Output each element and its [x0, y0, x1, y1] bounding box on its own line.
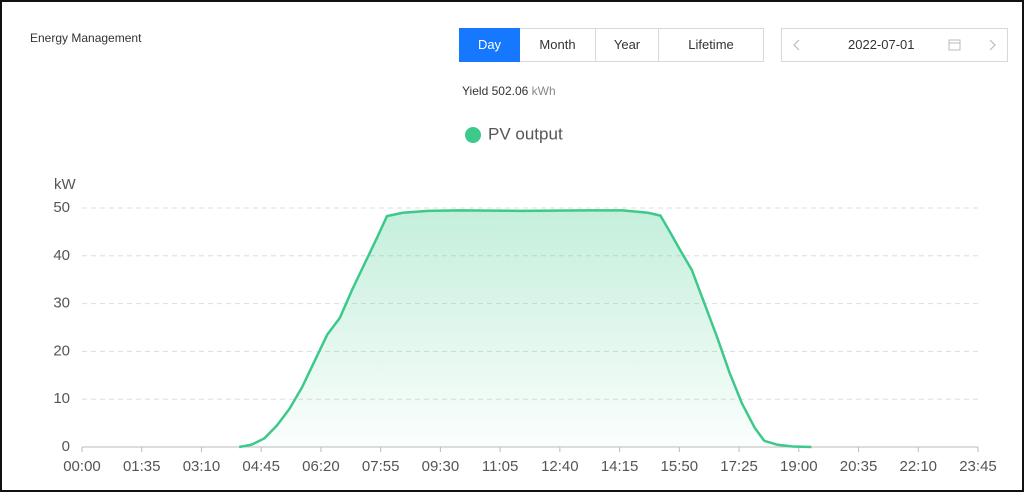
tab[interactable]: Year: [595, 28, 659, 62]
prev-arrow[interactable]: [793, 39, 800, 51]
x-tick-label: 20:35: [840, 458, 878, 475]
x-tick-label: 19:00: [780, 458, 818, 475]
x-tick-label: 03:10: [183, 458, 221, 475]
x-tick-label: 23:45: [959, 458, 997, 475]
legend-label: PV output: [488, 124, 563, 143]
y-tick-label: 0: [62, 438, 70, 455]
x-tick-label: 06:20: [302, 458, 340, 475]
y-tick-label: 20: [53, 342, 70, 359]
yield: Yield 502.06 kWh: [462, 84, 556, 98]
y-tick-label: 30: [53, 295, 70, 312]
x-tick-label: 14:15: [601, 458, 639, 475]
next-arrow[interactable]: [989, 39, 996, 51]
yield-label: Yield: [462, 84, 489, 98]
x-tick-label: 04:45: [242, 458, 280, 475]
panel-title: Energy Management: [30, 31, 142, 45]
tab[interactable]: Lifetime: [658, 28, 764, 62]
x-tick-label: 22:10: [899, 458, 937, 475]
series-line: [238, 209, 812, 449]
yield-value: 502.06: [491, 84, 529, 98]
x-tick-label: 17:25: [720, 458, 758, 475]
legend-swatch: [465, 127, 481, 143]
picker-icons: [793, 39, 996, 51]
x-tick-label: 07:55: [362, 458, 400, 475]
x-tick-label: 11:05: [482, 458, 518, 475]
date-picker[interactable]: 2022-07-01: [781, 28, 1008, 62]
tab-group: Day Month Year Lifetime: [459, 28, 764, 62]
x-tick-label: 01:35: [123, 458, 161, 475]
x-tick-label: 00:00: [63, 458, 101, 475]
y-tick-label: 40: [53, 247, 70, 264]
x-tick-label: 09:30: [422, 458, 460, 475]
y-tick-label: 50: [53, 199, 70, 216]
yield-unit: kWh: [531, 84, 556, 98]
x-tick-label: 12:40: [541, 458, 579, 475]
y-axis-label: kW: [54, 176, 77, 193]
date-text: 2022-07-01: [848, 37, 915, 52]
tab[interactable]: Day: [459, 28, 520, 62]
calendar-icon[interactable]: [948, 39, 961, 51]
y-tick-label: 10: [53, 390, 70, 407]
x-tick-label: 15:50: [661, 458, 699, 475]
area-fill: [239, 210, 812, 447]
